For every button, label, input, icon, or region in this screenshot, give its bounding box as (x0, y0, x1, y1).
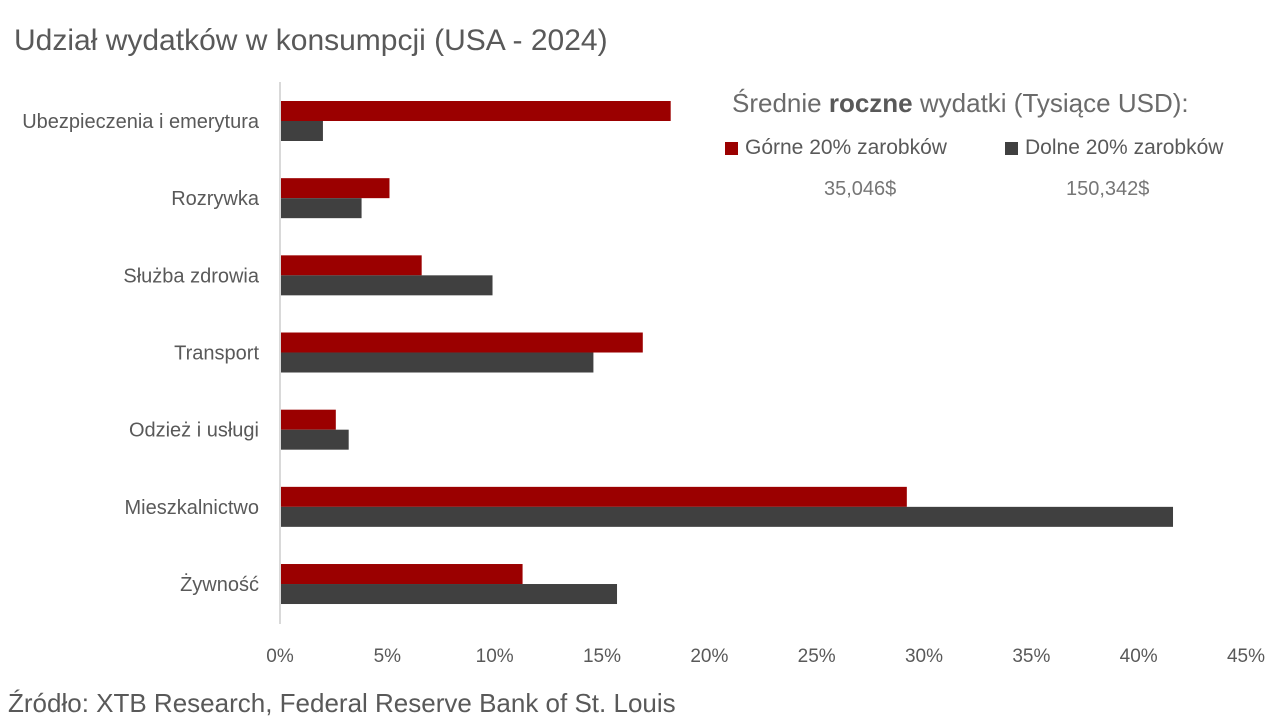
legend-title-prefix: Średnie (732, 88, 829, 118)
legend-label-top: Górne 20% zarobków (745, 136, 947, 159)
bar-bottom-4 (281, 429, 349, 450)
chart-title: Udział wydatków w konsumpcji (USA - 2024… (14, 24, 608, 57)
legend-value-bottom: 150,342$ (1066, 178, 1150, 200)
bar-top-1 (281, 178, 390, 199)
legend-item-top: Górne 20% zarobków (725, 136, 947, 160)
bar-bottom-1 (281, 198, 362, 219)
x-tick-label: 40% (1120, 646, 1158, 667)
x-tick-label: 0% (266, 646, 294, 667)
category-label: Odzież i usługi (129, 420, 259, 442)
category-label: Transport (174, 343, 259, 365)
x-tick-label: 5% (374, 646, 402, 667)
legend-title-bold: roczne (828, 88, 913, 118)
bar-top-6 (281, 564, 523, 585)
bar-bottom-3 (281, 352, 594, 373)
bar-bottom-0 (281, 121, 323, 141)
bar-top-5 (281, 486, 907, 507)
bar-top-0 (281, 101, 671, 121)
legend-title: Średnie roczne wydatki (Tysiące USD): (732, 88, 1189, 119)
bar-top-2 (281, 255, 422, 276)
legend-title-suffix: wydatki (Tysiące USD): (912, 88, 1189, 118)
category-label: Ubezpieczenia i emerytura (22, 111, 260, 133)
category-label: Rozrywka (171, 188, 260, 210)
bar-top-4 (281, 409, 336, 430)
legend-label-bottom: Dolne 20% zarobków (1025, 136, 1224, 159)
bar-bottom-5 (281, 506, 1174, 527)
source-note: Źródło: XTB Research, Federal Reserve Ba… (8, 688, 676, 718)
legend-item-bottom: Dolne 20% zarobków (1005, 136, 1223, 160)
category-label: Służba zdrowia (123, 265, 260, 287)
x-tick-label: 35% (1012, 646, 1050, 667)
x-tick-label: 25% (798, 646, 836, 667)
legend-swatch-top (725, 141, 738, 155)
legend-swatch-bottom (1005, 141, 1018, 155)
x-tick-label: 20% (690, 646, 728, 667)
category-label: Żywność (180, 573, 259, 596)
bar-bottom-6 (281, 584, 618, 605)
legend-value-top: 35,046$ (824, 178, 897, 200)
x-tick-label: 30% (905, 646, 943, 667)
bar-bottom-2 (281, 275, 493, 296)
category-label: Mieszkalnictwo (125, 497, 259, 519)
x-tick-label: 10% (476, 646, 514, 667)
x-tick-label: 45% (1227, 646, 1265, 667)
bar-top-3 (281, 332, 643, 353)
x-tick-label: 15% (583, 646, 621, 667)
